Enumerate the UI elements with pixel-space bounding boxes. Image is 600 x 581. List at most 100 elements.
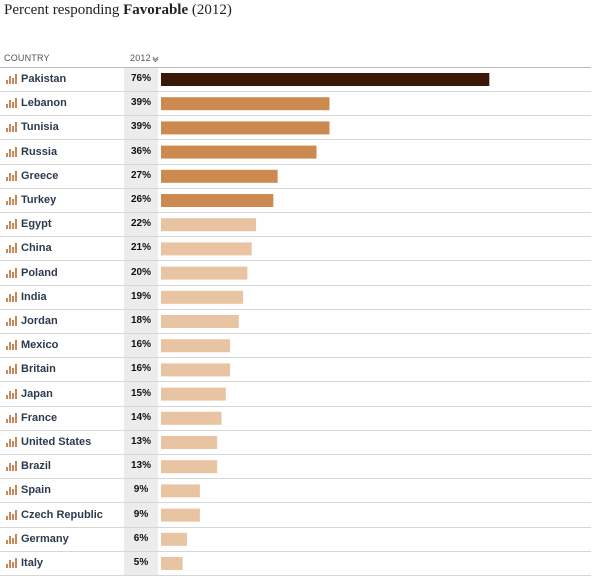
row-divider: [0, 212, 591, 213]
bar: [161, 145, 317, 159]
country-name[interactable]: Greece: [21, 169, 59, 182]
bar-chart-icon[interactable]: [6, 437, 17, 447]
country-name[interactable]: Poland: [21, 266, 58, 279]
table-row: Poland 20%: [0, 262, 591, 286]
country-name[interactable]: France: [21, 411, 58, 424]
chevron-down-icon[interactable]: [152, 56, 159, 62]
country-column-header: COUNTRY: [4, 53, 50, 63]
country-name[interactable]: Tunisia: [21, 121, 59, 134]
value-label: 39%: [130, 121, 151, 133]
bar-chart-icon[interactable]: [6, 509, 17, 520]
row-divider: [0, 163, 591, 165]
bar-chart-icon[interactable]: [6, 558, 17, 568]
country-name[interactable]: Germany: [21, 532, 69, 545]
bar-chart-icon[interactable]: [6, 170, 17, 181]
bar-chart-icon[interactable]: [6, 122, 17, 133]
year-column-header[interactable]: 2012: [130, 53, 159, 63]
value-label: 16%: [130, 363, 151, 375]
bar: [161, 532, 187, 546]
table-row: Britain 16%: [0, 358, 591, 383]
bar-chart-icon[interactable]: [6, 412, 17, 423]
row-divider: [0, 429, 591, 431]
row-divider: [0, 550, 591, 552]
bar: [161, 97, 330, 111]
table-row: Spain 9%: [0, 479, 591, 504]
row-divider: [0, 575, 591, 576]
table-row: France 14%: [0, 407, 591, 431]
value-label: 18%: [130, 315, 151, 326]
value-label: 13%: [130, 436, 151, 447]
bar: [161, 436, 218, 449]
country-name[interactable]: Pakistan: [21, 73, 67, 85]
value-label: 9%: [133, 484, 149, 496]
country-name[interactable]: Jordan: [21, 315, 58, 327]
country-name[interactable]: Japan: [21, 387, 53, 400]
bar: [161, 557, 183, 570]
country-name[interactable]: Russia: [21, 145, 58, 158]
value-label: 39%: [130, 97, 151, 109]
table-row: Turkey 26%: [0, 189, 591, 213]
table-row: Brazil 13%: [0, 455, 591, 480]
table-row: Greece 27%: [0, 165, 591, 189]
bar-chart-icon[interactable]: [6, 461, 17, 472]
bar-chart-icon[interactable]: [6, 340, 17, 351]
bar-chart-icon[interactable]: [6, 291, 17, 302]
header-divider: [0, 67, 591, 68]
country-name[interactable]: Lebanon: [21, 97, 67, 110]
table-row: Lebanon 39%: [0, 92, 591, 117]
bar: [161, 363, 231, 377]
value-label: 76%: [130, 73, 151, 84]
bar: [161, 484, 200, 498]
table-row: Japan 15%: [0, 383, 591, 407]
chart-title: Percent responding Favorable (2012): [4, 2, 232, 18]
bar-chart-icon[interactable]: [6, 146, 17, 157]
table-row: China 21%: [0, 237, 591, 262]
country-name[interactable]: Mexico: [21, 339, 59, 352]
bar-chart-icon[interactable]: [6, 98, 17, 109]
row-divider: [0, 333, 591, 334]
value-label: 9%: [133, 508, 149, 520]
country-name[interactable]: Spain: [21, 484, 51, 497]
value-label: 21%: [130, 242, 151, 254]
country-name[interactable]: Turkey: [21, 194, 57, 206]
country-name[interactable]: Britain: [21, 363, 56, 376]
bar-chart-icon[interactable]: [6, 195, 17, 205]
bar: [161, 218, 257, 232]
bar-chart-icon[interactable]: [6, 74, 17, 84]
country-name[interactable]: United States: [21, 436, 92, 448]
row-divider: [0, 236, 591, 238]
bar: [161, 242, 252, 256]
value-label: 6%: [133, 532, 149, 544]
table-row: India 19%: [0, 286, 591, 310]
value-column-background: [124, 68, 158, 576]
row-divider: [0, 260, 591, 262]
country-name[interactable]: China: [21, 242, 52, 255]
country-name[interactable]: India: [21, 290, 47, 303]
bar-chart-icon[interactable]: [6, 267, 17, 278]
row-divider: [0, 502, 591, 504]
row-divider: [0, 405, 591, 407]
bar-chart-icon[interactable]: [6, 219, 17, 230]
bar: [161, 169, 278, 183]
table-row: Mexico 16%: [0, 334, 591, 359]
row-divider: [0, 308, 591, 310]
bar-chart-icon[interactable]: [6, 316, 17, 326]
country-name[interactable]: Brazil: [21, 460, 51, 473]
bar-chart-icon[interactable]: [6, 364, 17, 375]
bar-chart-icon[interactable]: [6, 533, 17, 544]
table-row: Jordan 18%: [0, 310, 591, 334]
bar-chart-icon[interactable]: [6, 243, 17, 254]
bar-chart-icon[interactable]: [6, 485, 17, 496]
table-row: Germany 6%: [0, 528, 591, 552]
country-name[interactable]: Italy: [21, 557, 44, 569]
value-label: 26%: [130, 194, 151, 205]
row-divider: [0, 284, 591, 286]
country-name[interactable]: Egypt: [21, 218, 52, 231]
country-name[interactable]: Czech Republic: [21, 508, 103, 521]
table-row: Tunisia 39%: [0, 116, 591, 141]
table-row: Russia 36%: [0, 141, 591, 165]
value-label: 16%: [130, 339, 151, 351]
bar-chart-icon[interactable]: [6, 388, 17, 399]
year-column-label: 2012: [130, 53, 151, 63]
